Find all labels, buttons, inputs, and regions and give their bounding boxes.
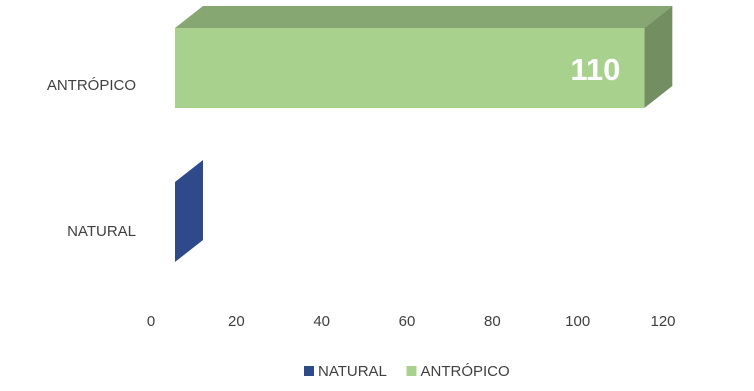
data-label-antropico: 110 bbox=[570, 52, 620, 87]
legend-swatch-antropico bbox=[406, 366, 417, 376]
x-tick-100: 100 bbox=[565, 313, 590, 330]
bar-top-antropico bbox=[175, 6, 673, 28]
bar-natural bbox=[175, 160, 203, 262]
bar-antropico bbox=[175, 28, 645, 108]
x-tick-20: 20 bbox=[228, 313, 245, 330]
bar-side-antropico bbox=[644, 6, 673, 108]
x-tick-80: 80 bbox=[484, 313, 501, 330]
legend-label-natural: NATURAL bbox=[318, 363, 387, 380]
x-tick-40: 40 bbox=[313, 313, 330, 330]
x-tick-0: 0 bbox=[147, 313, 155, 330]
legend-label-antropico: ANTRÓPICO bbox=[421, 363, 510, 380]
x-tick-60: 60 bbox=[399, 313, 416, 330]
legend-swatch-natural bbox=[304, 366, 314, 376]
category-label-antropico: ANTRÓPICO bbox=[47, 77, 136, 94]
x-tick-120: 120 bbox=[650, 313, 675, 330]
category-label-natural: NATURAL bbox=[67, 223, 136, 240]
